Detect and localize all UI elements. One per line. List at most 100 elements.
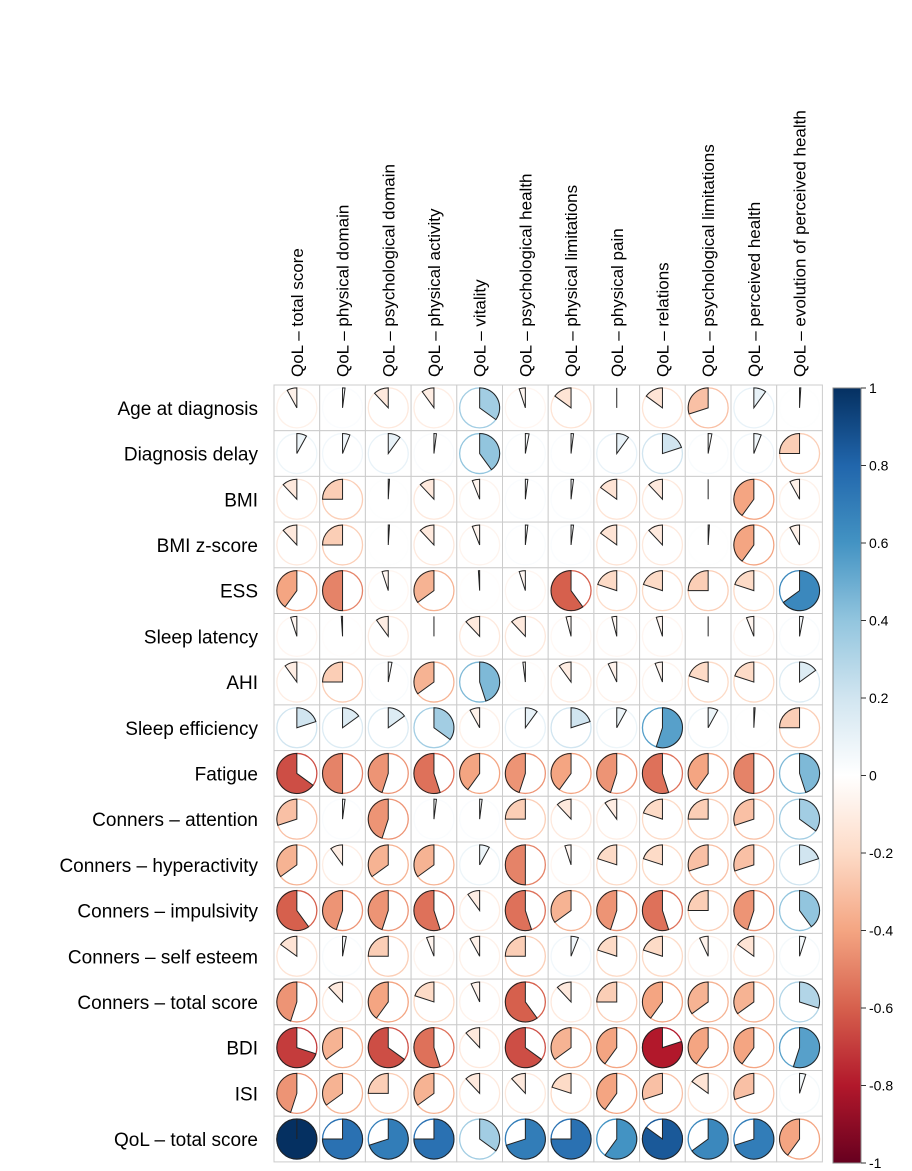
pie-slice [381,570,389,591]
pie-slice [736,935,755,958]
pie-slice [282,478,298,501]
row-label: AHI [226,673,258,694]
pie-slice [687,981,709,1015]
pie-slice [733,798,755,826]
pie-slice [279,935,298,958]
pie-slice [733,1027,755,1065]
row-label: ESS [220,582,258,603]
pie-slice [330,844,344,867]
colorbar-gradient [832,387,862,1164]
column-label: QoL – physical pain [608,228,627,377]
pie-slice [413,844,435,878]
pie-slice [413,570,435,604]
colorbar-tick-label: -1 [869,1155,882,1171]
row-label: Conners – impulsivity [77,902,258,923]
pie-slice [282,524,298,547]
pie-slice [782,570,820,612]
pie-slice [734,661,755,683]
pie-slice [413,661,435,695]
pie-slice [375,615,389,638]
pie-slice [687,570,709,592]
pie-slice [556,798,572,821]
pie-slice [570,707,591,729]
column-label: QoL – physical domain [334,205,353,377]
pie-slice [387,524,391,545]
pie-slice [470,981,481,1003]
pie-slice [687,387,709,415]
pie-slice [465,615,481,638]
pie-slice [504,981,538,1023]
pie-slice [596,981,618,1003]
colorbar-tick-label: 0.6 [869,535,889,551]
column-label: QoL – psychological domain [379,164,398,377]
pie-slice [707,433,713,454]
pie-slice [419,524,435,547]
column-label: QoL – total score [288,248,307,377]
pie-slice [465,1027,481,1049]
pie-slice [789,478,801,500]
pie-slice [387,478,391,500]
pie-slice [276,798,298,826]
pie-slice [342,387,346,408]
pie-slice [524,478,529,500]
pie-slice [276,1027,317,1069]
pie-slice [616,707,628,728]
pie-slice [276,844,298,878]
pie-slice [753,433,762,454]
pie-slice [413,890,441,932]
pie-slice [691,1072,709,1095]
pie-slice [733,1072,755,1101]
pie-slice [342,798,346,820]
pie-slice [604,798,618,821]
pie-slice [433,798,438,820]
colorbar-tick-label: -0.6 [869,1000,893,1016]
pie-slice [465,1072,481,1095]
pie-slice [734,1118,775,1160]
pie-slice [290,615,298,637]
pie-slice [597,935,618,957]
column-label: QoL – physical limitations [562,185,581,377]
pie-slice [479,433,501,471]
pie-slice [687,752,709,791]
pie-slice [570,935,580,957]
pie-slice [459,752,481,791]
row-label: Conners – hyperactivity [59,856,258,877]
pie-slice [799,890,821,928]
pie-slice [707,707,719,728]
pie-slice [367,1027,406,1069]
pie-slice [342,707,360,729]
pie-slice [570,478,575,500]
pie-slice [779,1118,801,1156]
pie-slice [524,707,538,730]
pie-slice [611,615,618,637]
pie-slice [687,798,709,820]
pie-slice [799,387,802,408]
pie-slice [276,1072,298,1114]
row-label: BMI [224,490,258,511]
pie-slice [479,798,483,820]
pie-slice [597,570,618,592]
pie-slice [469,707,481,728]
pie-slice [565,615,572,637]
pie-slice [799,981,821,1009]
pie-slice [322,752,344,794]
pie-slice [479,387,501,421]
pie-slice [413,1027,441,1069]
pie-slice [322,1072,344,1106]
colorbar-tick-label: 0.8 [869,458,889,474]
pie-slice [469,935,481,957]
column-label: QoL – vitality [471,279,490,377]
pie-slice [799,752,821,794]
pie-slice [550,1027,572,1061]
pie-slice [642,844,663,866]
pie-slice [433,433,438,454]
pie-slice [367,798,389,839]
pie-slice [276,981,298,1022]
pie-slice [340,615,344,637]
row-label: Sleep efficiency [125,719,258,740]
pie-slice [733,981,755,1015]
pie-slice [504,844,526,886]
pie-slice [655,707,683,749]
pie-slice [641,1072,663,1101]
